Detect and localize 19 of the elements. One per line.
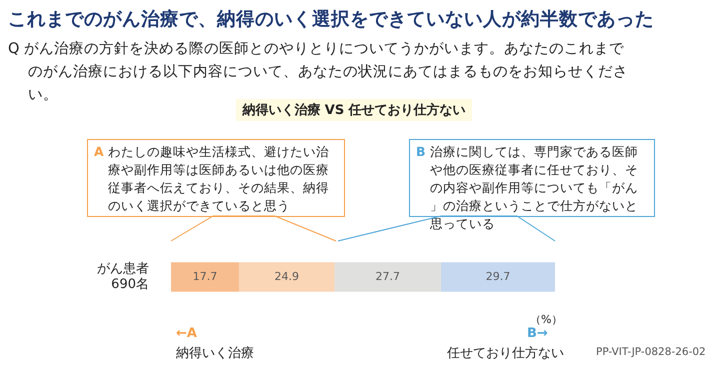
text: PP-VIT-JP-0828-26-02 [596,346,706,358]
annotation: 納得いく治療 [176,345,254,362]
bar [334,262,441,292]
annotation: ←A [176,326,197,341]
data-label: 29.7 [486,270,510,283]
data-label: 24.9 [274,270,300,283]
data-label: 27.7 [376,270,400,283]
text: A わたしの趣味や生活様式、避けたい治療や副作用等は医師あるいは他の医療従事者へ伝えており、その結果、納得のいく選択ができていると思う [87,139,345,217]
data-label: 17.7 [192,270,218,283]
y-tick-label: がん患者 690名 [97,262,149,292]
annotation: 任せており仕方ない [447,345,564,362]
bar [238,262,335,292]
bar [171,262,239,292]
text: 納得いく治療 VS 任せており仕方ない [236,99,472,121]
annotation: （%） [530,312,562,327]
chart-title: これまでのがん治療で、納得のいく選択をできていない人が約半数であった [8,8,654,31]
text: B 治療に関しては、専門家である医師や他の医療従事者に任せており、その内容や副作用等についても「がん」の治療ということで仕方がないと思っている [415,143,639,231]
bar [440,262,555,292]
annotation: B→ [527,326,548,341]
